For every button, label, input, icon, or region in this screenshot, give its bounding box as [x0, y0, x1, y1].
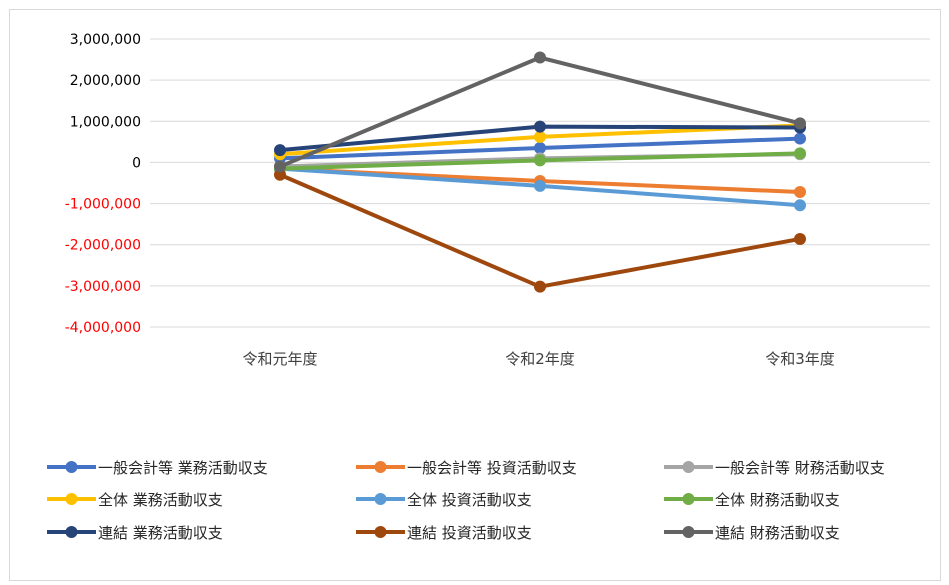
- legend-item: 連結 投資活動収支: [356, 524, 532, 542]
- legend-label: 連結 投資活動収支: [407, 524, 532, 542]
- x-tick-label: 令和3年度: [765, 350, 835, 368]
- data-point: [794, 199, 806, 212]
- legend-item: 一般会計等 財務活動収支: [664, 459, 885, 477]
- legend-label: 連結 業務活動収支: [98, 524, 223, 542]
- y-tick-label: -3,000,000: [65, 279, 141, 295]
- y-tick-label: 1,000,000: [70, 114, 141, 130]
- legend-swatch-marker: [374, 493, 387, 505]
- x-axis-ticks: 令和元年度 令和2年度 令和3年度: [242, 350, 834, 368]
- legend-item: 一般会計等 投資活動収支: [356, 459, 577, 477]
- data-point: [794, 186, 806, 199]
- data-point: [794, 117, 806, 130]
- legend-swatch-marker: [682, 461, 695, 473]
- legend-item: 一般会計等 業務活動収支: [47, 459, 268, 477]
- legend-label: 一般会計等 財務活動収支: [715, 459, 885, 477]
- legend-item: 全体 財務活動収支: [664, 491, 840, 509]
- data-point: [534, 280, 546, 293]
- data-point: [794, 232, 806, 245]
- legend-label: 連結 財務活動収支: [715, 524, 840, 542]
- data-point: [534, 51, 546, 64]
- x-tick-label: 令和元年度: [242, 350, 317, 368]
- data-point: [534, 130, 546, 143]
- y-tick-label: -1,000,000: [65, 197, 141, 213]
- series: [274, 168, 806, 293]
- series: [274, 51, 806, 173]
- y-tick-label: 0: [132, 155, 141, 171]
- legend-label: 全体 業務活動収支: [98, 491, 223, 509]
- y-tick-label: -4,000,000: [65, 320, 141, 336]
- legend-label: 全体 投資活動収支: [407, 491, 532, 509]
- y-tick-label: 2,000,000: [70, 73, 141, 89]
- legend-label: 全体 財務活動収支: [715, 491, 840, 509]
- legend-swatch-marker: [682, 526, 695, 538]
- legend-item: 全体 業務活動収支: [47, 491, 223, 509]
- legend-label: 一般会計等 投資活動収支: [407, 459, 577, 477]
- legend-item: 連結 財務活動収支: [664, 524, 840, 542]
- legend-item: 全体 投資活動収支: [356, 491, 532, 509]
- data-point: [794, 147, 806, 160]
- x-tick-label: 令和2年度: [505, 350, 575, 368]
- legend-swatch-marker: [65, 493, 78, 505]
- legend-label: 一般会計等 業務活動収支: [98, 459, 268, 477]
- data-point: [534, 179, 546, 192]
- legend-swatch-marker: [374, 526, 387, 538]
- legend-swatch-marker: [65, 526, 78, 538]
- data-point: [274, 160, 286, 173]
- data-point: [274, 168, 286, 181]
- legend-swatch-marker: [682, 493, 695, 505]
- legend-swatch-marker: [65, 461, 78, 473]
- y-tick-label: -2,000,000: [65, 238, 141, 254]
- data-point: [534, 154, 546, 167]
- y-axis-ticks: 3,000,000 2,000,000 1,000,000 0 -1,000,000 -2…: [65, 32, 141, 336]
- y-tick-label: 3,000,000: [70, 32, 141, 48]
- series-lines: [274, 51, 806, 293]
- data-point: [534, 120, 546, 133]
- data-point: [794, 132, 806, 145]
- data-point: [534, 142, 546, 155]
- legend-item: 連結 業務活動収支: [47, 524, 223, 542]
- chart-area: [9, 9, 941, 581]
- data-point: [274, 144, 286, 157]
- legend-swatch-marker: [374, 461, 387, 473]
